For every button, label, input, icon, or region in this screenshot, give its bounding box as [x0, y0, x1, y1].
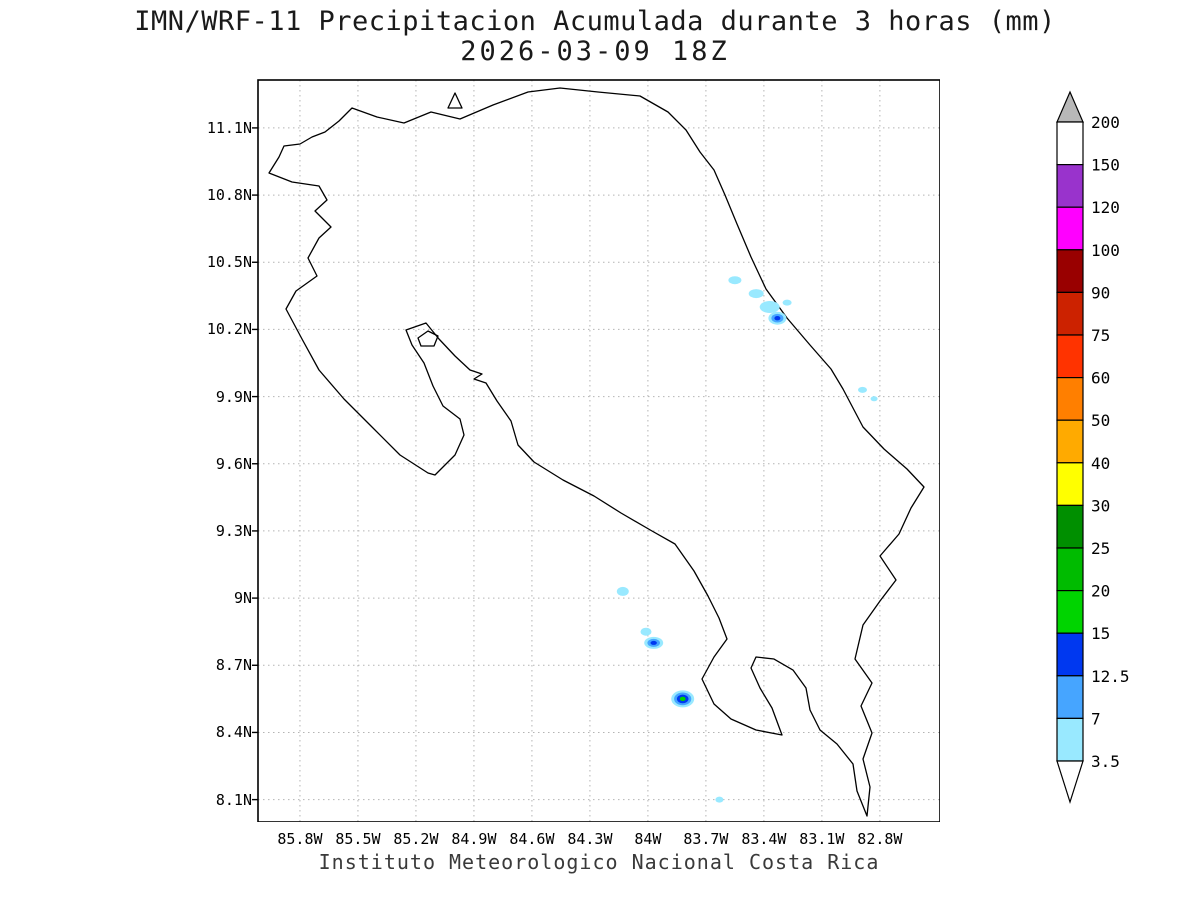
- precip-cell-level-3.5: [782, 299, 792, 306]
- colorbar-arrow-bottom: [1056, 760, 1084, 804]
- lat-tick-label: 9.6N: [215, 454, 252, 473]
- lat-tick-label: 9.3N: [215, 521, 252, 540]
- precip-cell-level-3.5: [870, 396, 878, 402]
- lat-tick-label: 10.5N: [206, 253, 252, 272]
- colorbar-label: 3.5: [1091, 752, 1120, 771]
- lat-tick-label: 9N: [233, 589, 252, 608]
- colorbar-segment: [1056, 419, 1084, 464]
- lat-tick-label: 11.1N: [206, 118, 252, 137]
- colorbar-label: 75: [1091, 326, 1110, 345]
- lon-tick-label: 83.4W: [741, 830, 787, 848]
- lon-tick-label: 85.5W: [335, 830, 381, 848]
- colorbar-label: 120: [1091, 198, 1120, 217]
- colorbar-label: 7: [1091, 709, 1101, 728]
- colorbar-label: 200: [1091, 113, 1120, 132]
- colorbar-label: 50: [1091, 411, 1110, 430]
- lon-tick-label: 83.1W: [799, 830, 845, 848]
- lon-tick-label: 85.2W: [393, 830, 439, 848]
- lon-tick-label: 85.8W: [277, 830, 323, 848]
- colorbar-label: 90: [1091, 283, 1110, 302]
- coastlines: [268, 87, 925, 817]
- precipitation-cells: [616, 276, 878, 803]
- map-canvas: [252, 79, 940, 822]
- colorbar-segment: [1056, 121, 1084, 166]
- colorbar-segment: [1056, 206, 1084, 251]
- colorbar-segment: [1056, 462, 1084, 506]
- chart-valid-time: 2026-03-09 18Z: [460, 36, 730, 67]
- precip-cell-level-3.5: [640, 627, 652, 636]
- gulf-island: [417, 330, 439, 347]
- colorbar-segment: [1056, 547, 1084, 592]
- axis-ticks: [252, 127, 258, 801]
- colorbar-arrow-top: [1056, 90, 1084, 123]
- precip-cell-level-3.5: [728, 276, 742, 285]
- gridlines: [258, 80, 940, 822]
- lat-tick-label: 10.8N: [206, 186, 252, 205]
- colorbar-label: 15: [1091, 624, 1110, 643]
- lon-tick-label: 84.6W: [509, 830, 555, 848]
- lon-tick-label: 82.8W: [857, 830, 903, 848]
- precip-cell-level-3.5: [616, 586, 629, 596]
- precip-cell-level-15: [679, 696, 686, 702]
- colorbar: 200 150 120 100 90 75 60 50 40 30 25 20 15 12.5 7 3.5: [1056, 90, 1130, 804]
- chart-title-block: IMN/WRF-11 Precipitacion Acumulada duran…: [0, 7, 1190, 67]
- colorbar-segment: [1056, 675, 1084, 719]
- colorbar-label: 12.5: [1091, 667, 1130, 686]
- lat-tick-label: 8.4N: [215, 723, 252, 742]
- precip-cell-level-3.5: [715, 796, 724, 803]
- lat-tick-label: 8.7N: [215, 656, 252, 675]
- colorbar-segment: [1056, 163, 1084, 208]
- colorbar-segment: [1056, 291, 1084, 336]
- colorbar-label: 60: [1091, 369, 1110, 388]
- lon-tick-label: 84W: [634, 830, 662, 848]
- precip-cell-level-12.5: [774, 316, 781, 321]
- precip-cell-level-3.5: [759, 301, 780, 313]
- colorbar-label: 20: [1091, 582, 1110, 601]
- colorbar-segment: [1056, 504, 1084, 549]
- colorbar-label: 30: [1091, 496, 1110, 515]
- colorbar-label: 25: [1091, 539, 1110, 558]
- colorbar-label: 150: [1091, 156, 1120, 175]
- colorbar-segment: [1056, 249, 1084, 294]
- lake-island: [447, 92, 463, 109]
- colorbar-label: 100: [1091, 241, 1120, 260]
- precip-cell-level-3.5: [748, 289, 764, 299]
- precip-cell-level-12.5: [650, 640, 657, 645]
- lon-tick-label: 83.7W: [683, 830, 729, 848]
- colorbar-segment: [1056, 590, 1084, 634]
- colorbar-segment: [1056, 334, 1084, 379]
- colorbar-label: 40: [1091, 454, 1110, 473]
- colorbar-segment: [1056, 377, 1084, 421]
- chart-title: IMN/WRF-11 Precipitacion Acumulada duran…: [134, 6, 1056, 37]
- lat-tick-label: 10.2N: [206, 320, 252, 339]
- colorbar-segment: [1056, 632, 1084, 677]
- lon-tick-label: 84.9W: [451, 830, 497, 848]
- lon-tick-label: 84.3W: [567, 830, 613, 848]
- map-frame: [257, 79, 940, 822]
- colorbar-segment: [1056, 717, 1084, 762]
- footer-credit: Instituto Meteorologico Nacional Costa R…: [318, 850, 880, 874]
- coastline-costa-rica: [268, 87, 925, 817]
- lat-tick-label: 9.9N: [215, 387, 252, 406]
- precip-cell-level-3.5: [858, 386, 867, 393]
- lat-tick-label: 8.1N: [215, 790, 252, 809]
